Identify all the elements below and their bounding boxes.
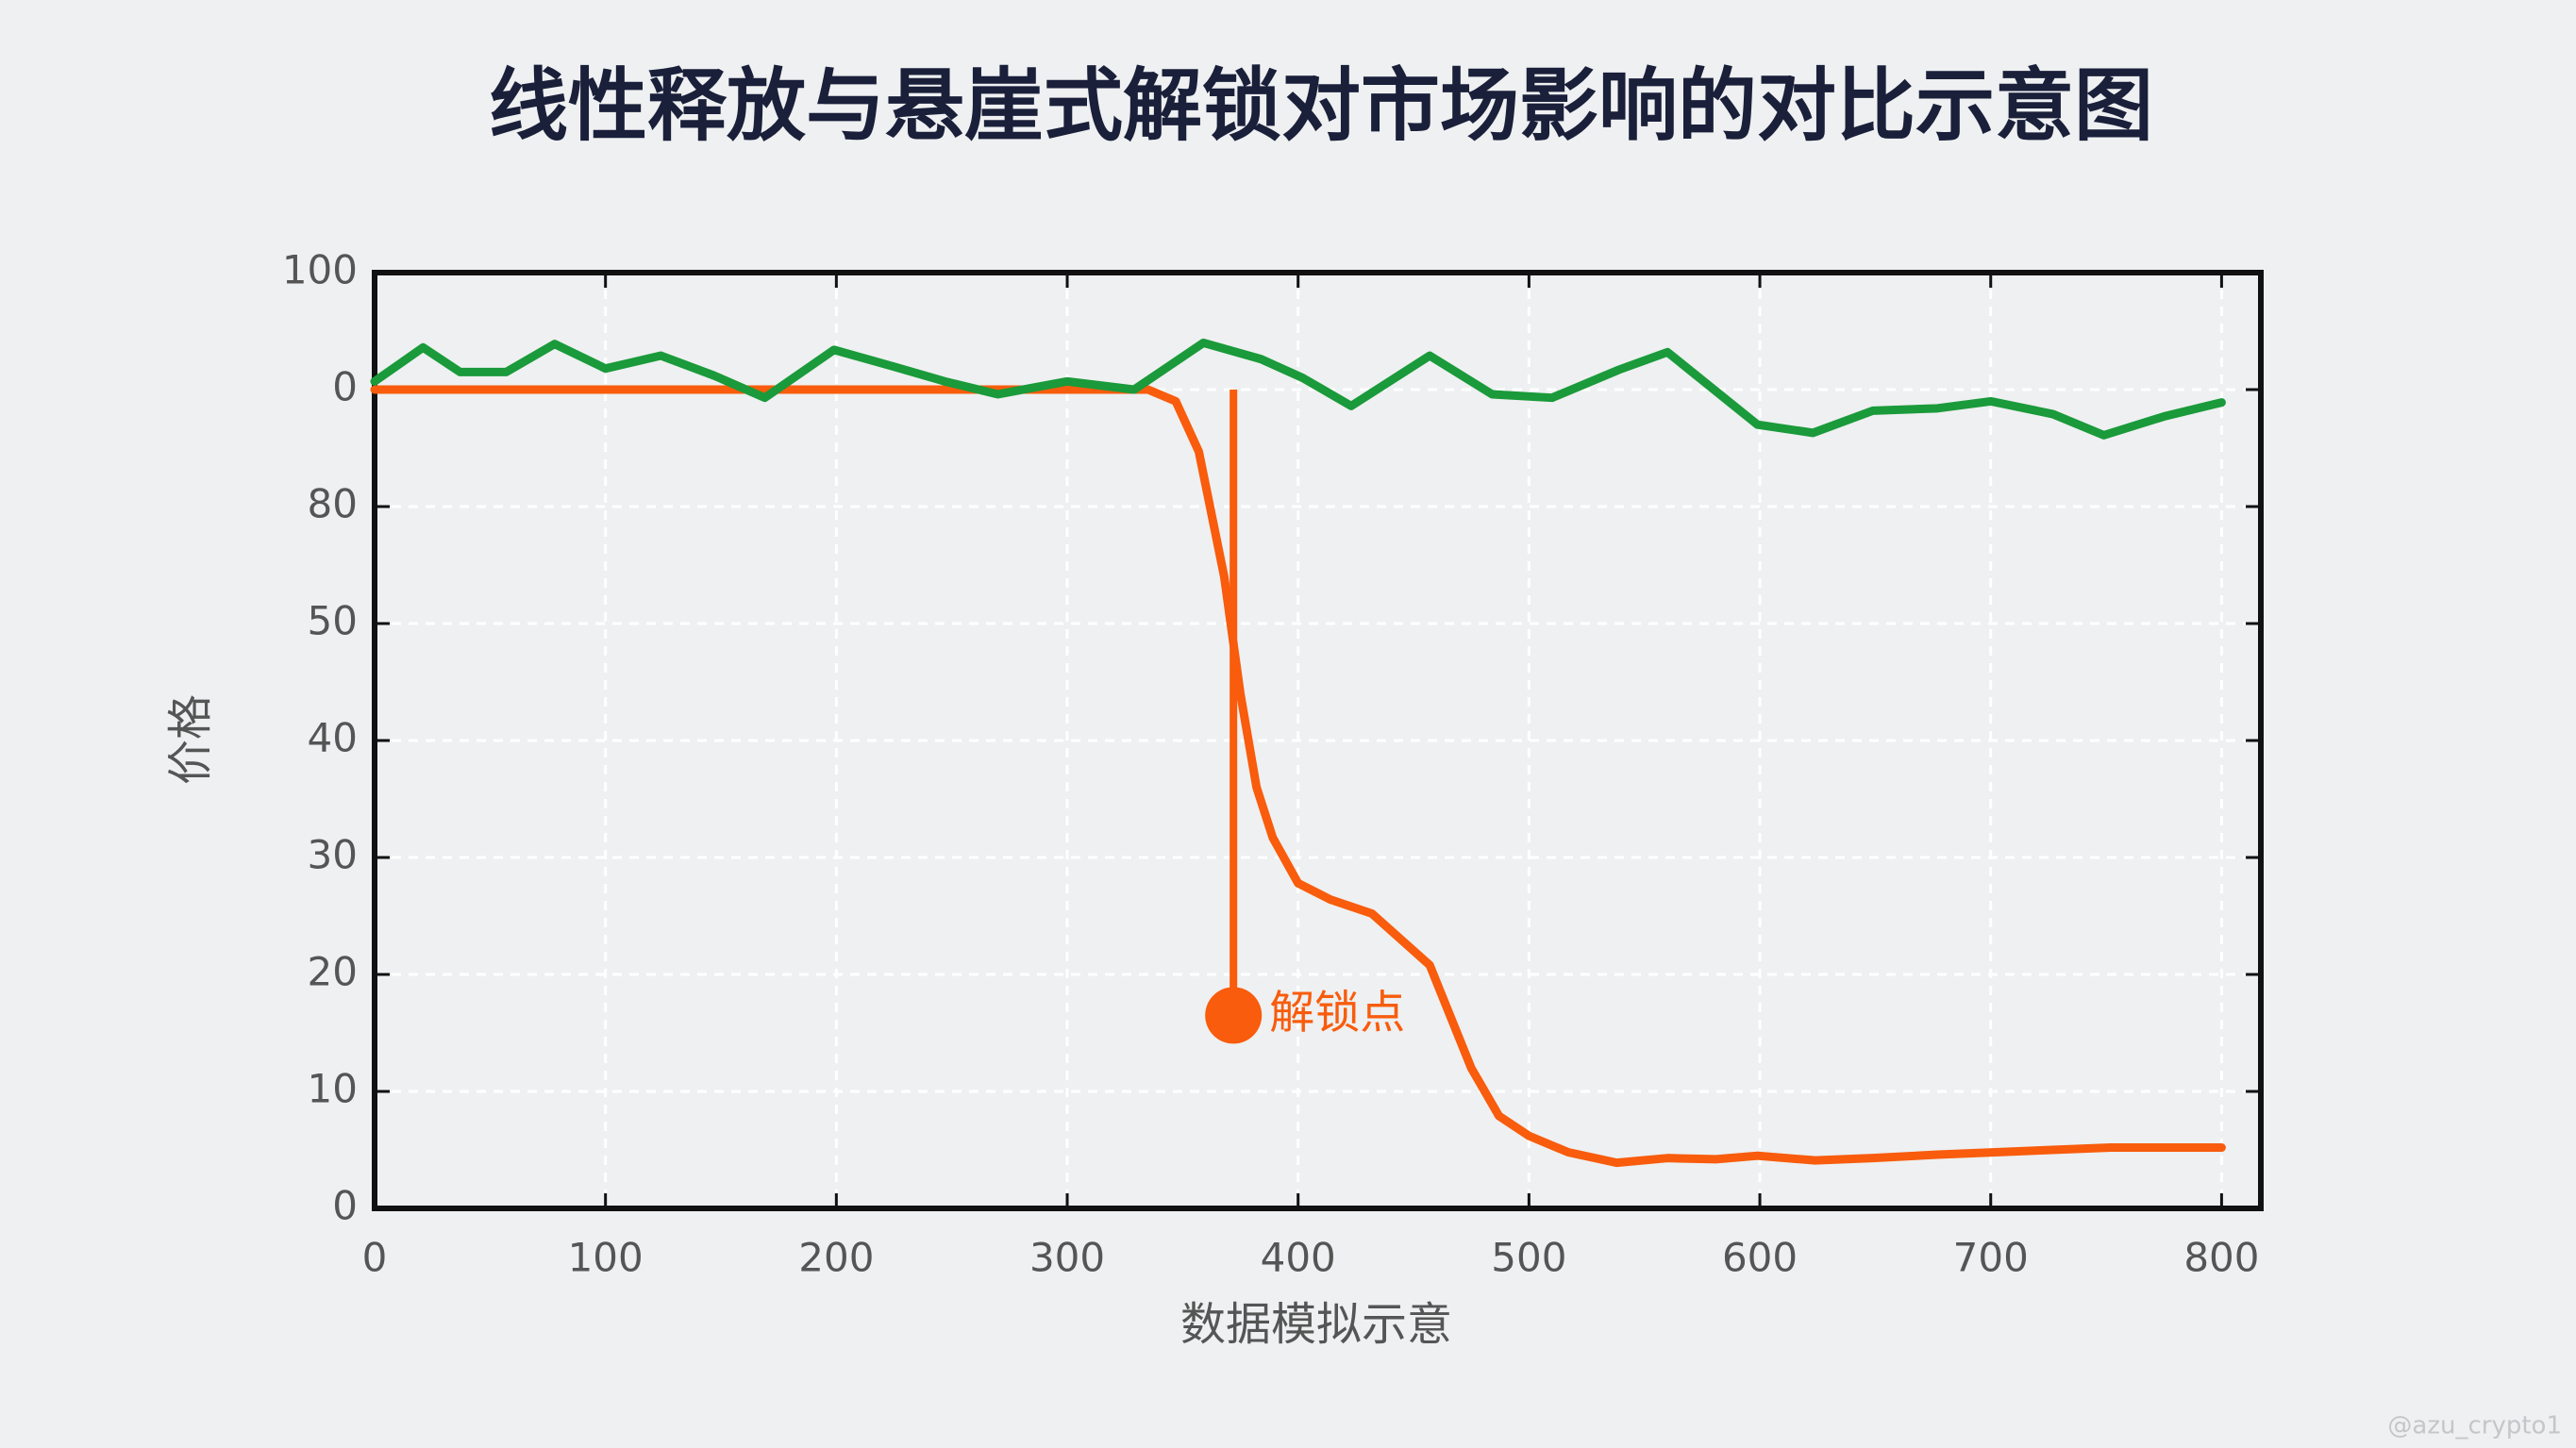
x-tick-label: 100 bbox=[568, 1235, 644, 1281]
x-tick-label: 200 bbox=[798, 1235, 874, 1281]
y-tick-label: 80 bbox=[308, 481, 358, 527]
x-tick-label: 0 bbox=[362, 1235, 388, 1281]
line-series bbox=[370, 385, 2226, 1168]
x-tick-label: 700 bbox=[1953, 1235, 2029, 1281]
annotation-dot bbox=[1205, 987, 1263, 1044]
y-tick-label: 10 bbox=[308, 1066, 358, 1112]
y-tick-label: 0 bbox=[332, 1183, 358, 1229]
y-tick-label: 40 bbox=[308, 715, 358, 761]
line-series bbox=[370, 338, 2226, 440]
y-tick-label: 20 bbox=[308, 949, 358, 995]
y-tick-label: 50 bbox=[308, 598, 358, 644]
y-axis-label: 价格 bbox=[164, 694, 217, 785]
y-tick-label: 30 bbox=[308, 832, 358, 878]
annotation-label: 解锁点 bbox=[1269, 986, 1405, 1039]
chart-title: 线性释放与悬崖式解锁对市场影响的对比示意图 bbox=[489, 59, 2153, 152]
x-tick-label: 800 bbox=[2183, 1235, 2259, 1281]
x-axis-label: 数据模拟示意 bbox=[1180, 1298, 1452, 1351]
watermark: @azu_crypto1 bbox=[2387, 1412, 2562, 1440]
y-tick-label: 0 bbox=[332, 364, 358, 410]
x-tick-label: 500 bbox=[1491, 1235, 1566, 1281]
x-tick-label: 300 bbox=[1029, 1235, 1105, 1281]
x-tick-label: 400 bbox=[1261, 1235, 1336, 1281]
plot-frame bbox=[372, 270, 2264, 1211]
x-tick-label: 600 bbox=[1722, 1235, 1798, 1281]
y-tick-label: 100 bbox=[282, 247, 358, 293]
